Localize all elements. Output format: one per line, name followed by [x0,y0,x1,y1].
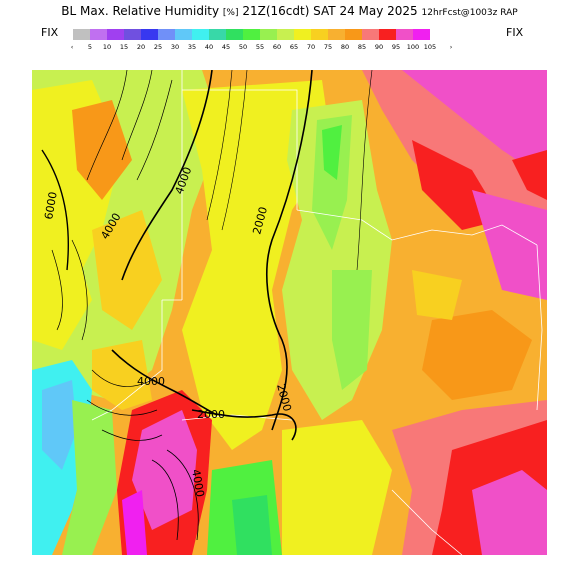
color-swatch [192,29,209,40]
color-tick-label: 25 [153,43,163,51]
rh-region-north-bright-green [322,125,342,180]
color-swatch [141,29,158,40]
rh-region-w-gold [92,210,162,330]
title-product: BL Max. Relative Humidity [61,4,220,18]
border-line-2 [182,89,298,210]
title-valid: 21Z(16cdt) SAT 24 May 2025 [242,4,418,18]
contour-6000 [41,149,69,271]
color-tick-label: 80 [340,43,350,51]
rh-region-north-green [312,115,352,250]
color-tick-label: 20 [136,43,146,51]
color-tick-label: 5 [87,43,93,51]
color-tick-label: 30 [170,43,180,51]
rh-region-e-gold [412,270,462,320]
coastline [391,489,463,555]
color-swatch [243,29,260,40]
color-swatch [345,29,362,40]
contour-thin-central [206,70,373,271]
color-tick-label: 90 [374,43,384,51]
chart-title: BL Max. Relative Humidity [%] 21Z(16cdt)… [0,4,579,18]
color-scale-ticks: 5 10 15 20 25 30 35 40 45 50 55 60 65 70 75 80 85 90 95 100… [62,43,514,52]
height-contours [41,70,373,541]
color-swatch [328,29,345,40]
border-line-5 [536,244,543,411]
scale-over-arrow: › [449,43,453,51]
color-swatch [226,29,243,40]
contour-4000-south [111,349,218,416]
humidity-map: 2000 2000 2000 4000 4000 4000 4000 6000 [32,70,547,555]
rh-region-nw-orange [72,100,132,200]
color-tick-label: 45 [221,43,231,51]
color-swatch [175,29,192,40]
color-tick-label: 65 [289,43,299,51]
rh-region-ne-pink [402,70,547,180]
color-swatch [90,29,107,40]
rh-region-e-orange [422,310,532,400]
color-tick-label: 70 [306,43,316,51]
color-swatch [107,29,124,40]
color-swatch [260,29,277,40]
contour-thin-sw [86,369,163,441]
color-swatch [379,29,396,40]
border-line-4 [296,209,538,246]
color-swatch [277,29,294,40]
contour-label: 4000 [189,468,207,498]
scale-under-arrow: ‹ [70,43,74,51]
contour-label: 2000 [197,408,225,421]
rh-region-coast-pink [472,470,547,555]
color-tick-label: 95 [391,43,401,51]
title-unit: [%] [222,8,239,18]
color-tick-label: 100 [406,43,420,51]
color-swatch [362,29,379,40]
map-canvas: 2000 2000 2000 4000 4000 4000 4000 6000 [32,70,547,555]
fix-right-label[interactable]: FIX [506,26,524,39]
color-tick-label: 35 [187,43,197,51]
color-tick-label: 60 [272,43,282,51]
border-line-7 [91,300,163,421]
rh-region-sw-gold [92,340,152,410]
state-boundaries [91,70,543,555]
color-swatch [413,29,430,40]
color-swatch [124,29,141,40]
color-tick-label: 105 [423,43,437,51]
fix-left-label[interactable]: FIX [41,26,59,39]
color-swatch [294,29,311,40]
color-tick-label: 15 [119,43,129,51]
color-tick-label: 55 [255,43,265,51]
color-tick-label: 85 [357,43,367,51]
contour-4000-north [121,70,213,281]
title-forecast: 12hrFcst@1003z RAP [421,8,518,18]
contour-thin-north [86,70,173,181]
rh-region-sw-green [62,400,117,555]
rh-region-s-magenta [122,490,147,555]
color-swatch [396,29,413,40]
contour-thin-south [151,449,199,541]
color-swatch [158,29,175,40]
contour-2000-main [266,70,313,431]
rh-region-e-red [512,150,547,200]
rh-region-central-lime [332,270,372,390]
contour-label: 6000 [42,191,60,221]
color-tick-label: 50 [238,43,248,51]
contour-thin-west [51,239,88,341]
color-swatch [73,29,90,40]
color-tick-label: 40 [204,43,214,51]
color-tick-label: 75 [323,43,333,51]
border-line-6 [181,414,293,421]
color-scale [73,29,430,40]
color-swatch [311,29,328,40]
rh-region-s-yellow [282,420,392,555]
color-tick-label: 10 [102,43,112,51]
color-swatch [209,29,226,40]
contour-label: 4000 [137,375,165,388]
rh-region-e-pink [472,190,547,300]
rh-region-s-dark-green [232,495,272,555]
rh-region-sw-blue [42,380,77,470]
